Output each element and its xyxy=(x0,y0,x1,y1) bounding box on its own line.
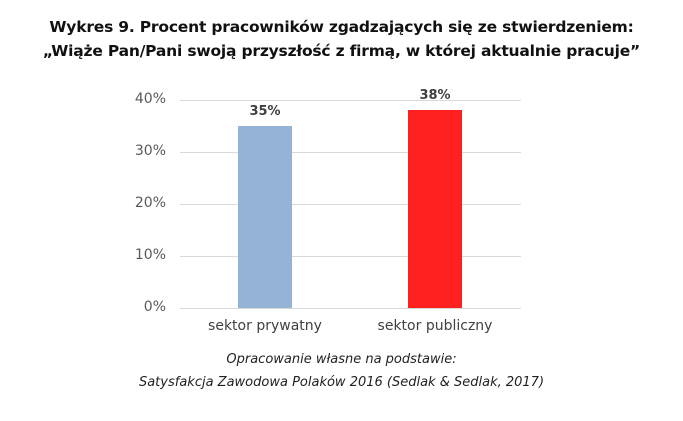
y-tick-10: 10% xyxy=(134,247,166,263)
chart-title-line-1: Wykres 9. Procent pracowników zgadzający… xyxy=(49,18,634,36)
x-label-sektor-publiczny: sektor publiczny xyxy=(377,318,493,334)
bar-sektor-publiczny xyxy=(408,110,462,308)
source-line-1: Opracowanie własne na podstawie: xyxy=(226,352,457,367)
source-line-2: Satysfakcja Zawodowa Polaków 2016 (Sedla… xyxy=(138,375,545,390)
bar-sektor-prywatny xyxy=(238,126,292,308)
x-label-sektor-prywatny: sektor prywatny xyxy=(208,318,322,334)
chart-title-line-2: „Wiąże Pan/Pani swoją przyszłość z firmą… xyxy=(42,42,641,60)
y-tick-30: 30% xyxy=(134,143,166,159)
gridline-10 xyxy=(180,256,521,257)
gridline-30 xyxy=(180,152,521,153)
gridline-40 xyxy=(180,100,521,101)
data-label-sektor-prywatny: 35% xyxy=(249,104,281,119)
y-tick-20: 20% xyxy=(134,195,166,211)
y-tick-40: 40% xyxy=(134,91,166,107)
x-axis-baseline xyxy=(180,308,521,309)
data-label-sektor-publiczny: 38% xyxy=(419,88,451,103)
gridline-20 xyxy=(180,204,521,205)
y-tick-0: 0% xyxy=(143,299,166,315)
